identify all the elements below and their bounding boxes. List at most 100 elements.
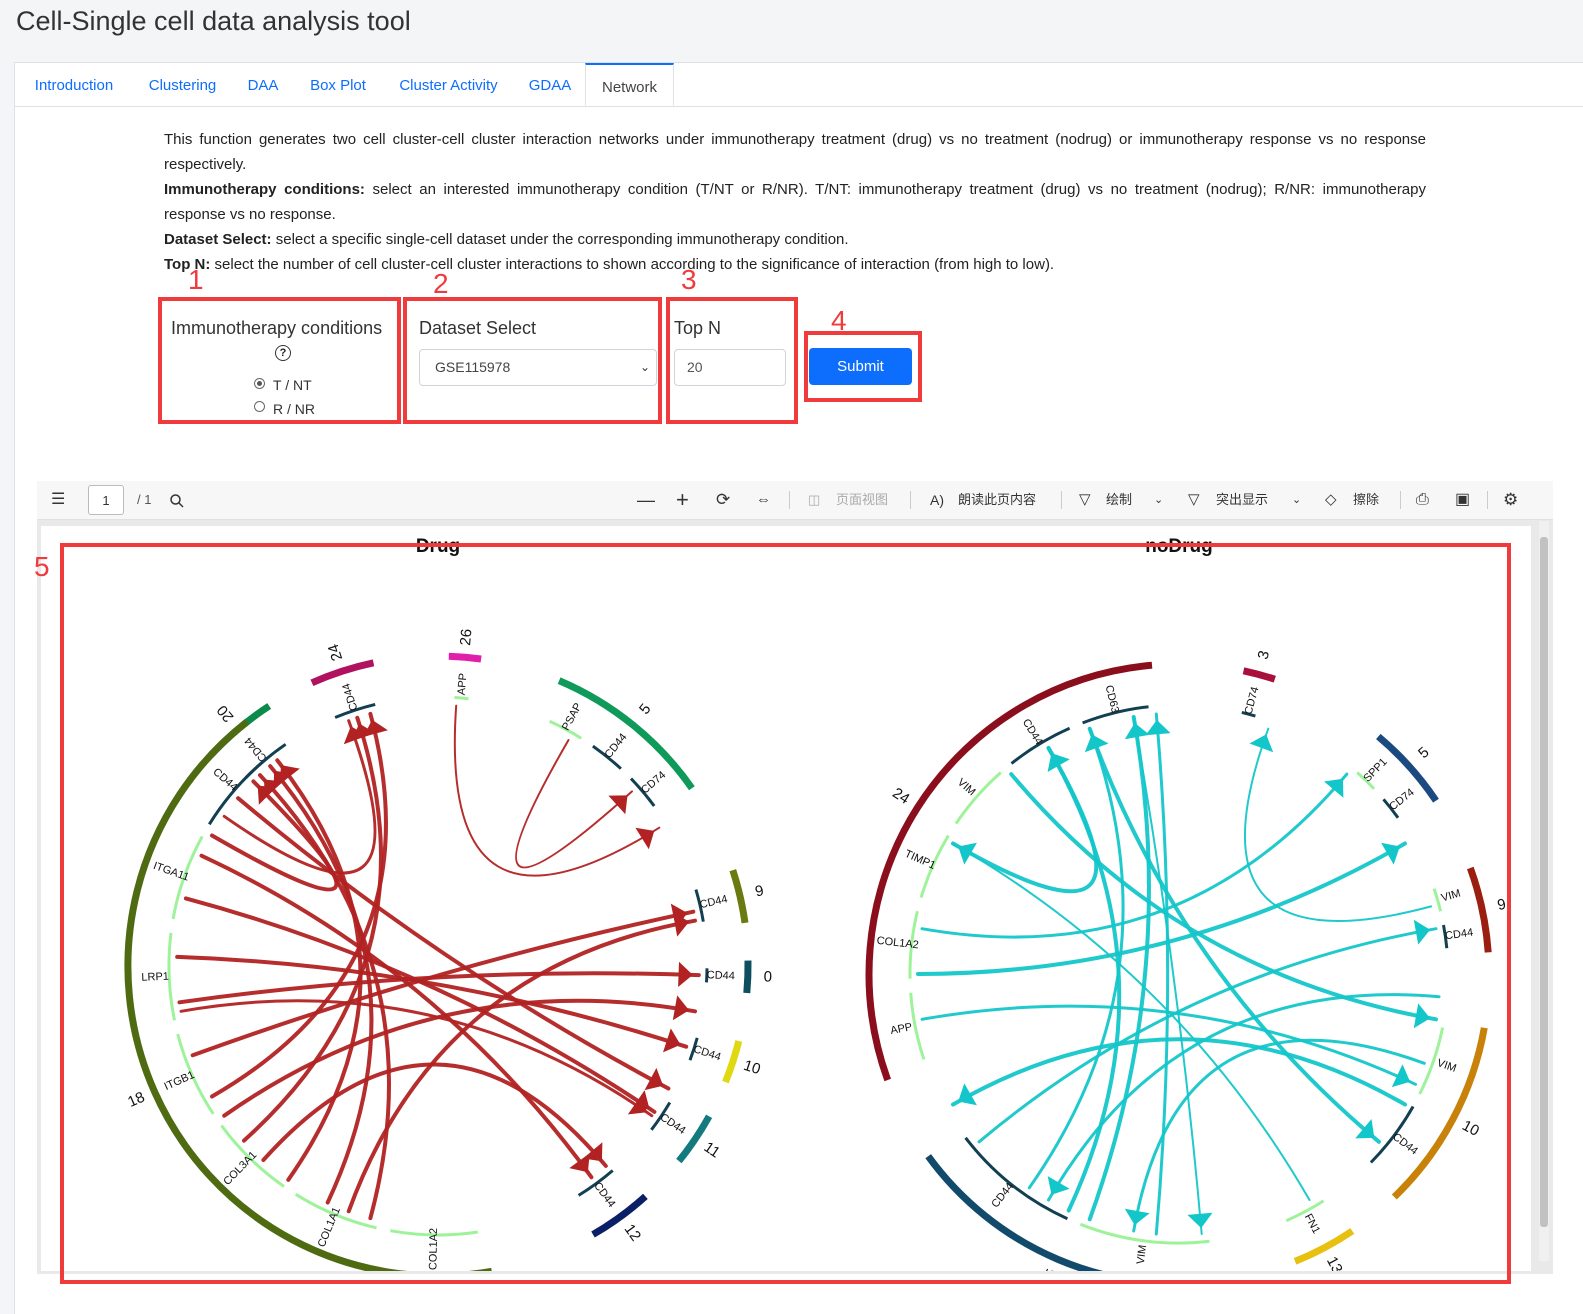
gene-arc (220, 1124, 285, 1188)
desc-dataset-text: select a specific single-cell dataset un… (271, 231, 849, 248)
tab-clustering[interactable]: Clustering (148, 77, 217, 94)
draw-button[interactable]: 绘制 (1106, 492, 1133, 507)
conditions-label: Immunotherapy conditions (171, 318, 383, 338)
desc-conditions: Immunotherapy conditions: select an inte… (164, 177, 1426, 227)
gene-arc (705, 968, 709, 983)
read-aloud-icon: A) (930, 492, 944, 508)
chord-arrowhead (1145, 720, 1171, 736)
page-total: / 1 (137, 492, 152, 507)
radio-r-nr-label[interactable]: R / NR (273, 401, 315, 417)
erase-button[interactable]: 擦除 (1353, 492, 1380, 507)
scrollbar[interactable] (1539, 521, 1549, 1261)
tab-daa[interactable]: DAA (247, 77, 279, 94)
toolbar-divider (789, 491, 790, 509)
cluster-label: 24 (325, 642, 346, 663)
gene-arc (964, 1136, 1069, 1221)
chord-arrowhead (627, 1093, 647, 1115)
annotation-box-1 (158, 297, 401, 424)
page-number-input[interactable]: 1 (88, 485, 124, 515)
page-view-button[interactable]: 页面视图 (836, 492, 889, 507)
gene-arc (592, 744, 622, 770)
gene-label: COL1A2 (427, 1228, 440, 1270)
tab-introduction[interactable]: Introduction (34, 77, 114, 94)
highlight-button[interactable]: 突出显示 (1216, 492, 1269, 507)
cluster-label: 9 (753, 882, 765, 900)
scrollbar-thumb[interactable] (1540, 537, 1548, 1227)
gene-arc (1010, 726, 1071, 765)
interaction-chord (236, 796, 671, 1091)
chord-arrowhead (1324, 778, 1344, 798)
dataset-label: Dataset Select (419, 318, 537, 338)
cluster-arc (722, 1040, 743, 1084)
interaction-chord (515, 739, 633, 869)
help-icon[interactable]: ? (275, 345, 291, 361)
chord-arrowhead (672, 911, 690, 937)
interaction-chord (1046, 746, 1122, 1213)
tab-gdaa[interactable]: GDAA (528, 77, 572, 94)
cluster-label: 0 (763, 968, 772, 985)
chord-arrowhead (1413, 1003, 1431, 1029)
topn-input[interactable]: 20 (674, 349, 786, 386)
app-title: Cell-Single cell data analysis tool (16, 6, 411, 36)
contents-icon[interactable]: ☰ (51, 491, 66, 508)
gene-arc (454, 696, 469, 701)
cluster-arc (1391, 1027, 1488, 1200)
cluster-arc (676, 1114, 713, 1164)
print-icon[interactable]: ⎙ (1416, 491, 1429, 508)
rotate-icon[interactable]: ⟳ (716, 490, 731, 509)
chord-arrowhead (1124, 722, 1150, 740)
interaction-chord (916, 841, 1407, 976)
zoom-in-icon[interactable]: + (676, 487, 689, 512)
highlight-icon: ▽ (1188, 491, 1200, 508)
chord-arrowhead (678, 961, 693, 987)
chord-arrowhead (1124, 1208, 1150, 1226)
gene-arc (334, 702, 376, 719)
dataset-select[interactable]: GSE115978 ⌄ (419, 349, 657, 386)
gene-arc (208, 757, 268, 826)
read-aloud-button[interactable]: 朗读此页内容 (958, 492, 1037, 507)
toolbar-divider (1400, 491, 1401, 509)
save-icon[interactable]: ▣ (1455, 491, 1471, 508)
chevron-down-icon[interactable]: ⌄ (1154, 494, 1164, 506)
annotation-box-3 (666, 297, 798, 424)
gene-arc (688, 1037, 699, 1061)
chord-arrowhead (635, 827, 655, 850)
tab-box-plot[interactable]: Box Plot (310, 77, 366, 94)
radio-t-nt-label[interactable]: T / NT (273, 377, 312, 393)
submit-button[interactable]: Submit (809, 348, 912, 385)
annotation-box-4 (804, 331, 922, 402)
chord-arrowhead (1413, 919, 1431, 945)
gene-arc (1382, 798, 1400, 819)
tab-cluster-activity[interactable]: Cluster Activity (399, 77, 498, 94)
tab-network[interactable]: Network (585, 63, 674, 106)
chevron-down-icon[interactable]: ⌄ (1292, 494, 1302, 506)
annotation-number-5: 5 (34, 551, 50, 582)
chord-arrowhead (1355, 1119, 1375, 1139)
cluster-label: 9 (1496, 896, 1508, 914)
toolbar-divider (1061, 491, 1062, 509)
gear-icon[interactable]: ⚙ (1503, 490, 1519, 509)
chord-arrowhead (1381, 842, 1400, 865)
gene-arc (1418, 1027, 1445, 1095)
gene-label: CD44 (1444, 927, 1474, 943)
zoom-out-icon[interactable]: — (637, 490, 655, 510)
gene-arc (176, 1033, 215, 1115)
interaction-chord (1154, 712, 1170, 1236)
gene-label: LRP1 (141, 971, 169, 984)
gene-arc (171, 835, 204, 920)
chord-arrowhead (1187, 1212, 1213, 1228)
radio-r-nr[interactable] (254, 401, 265, 412)
interaction-chord (453, 704, 661, 877)
interaction-chord (261, 1062, 608, 1168)
fit-page-icon[interactable]: ⇔ (756, 491, 771, 508)
radio-t-nt[interactable] (254, 378, 265, 389)
gene-arc (294, 1193, 377, 1230)
toolbar-divider (910, 491, 911, 509)
interaction-chord (1009, 772, 1438, 1022)
cluster-arc (743, 960, 752, 994)
gene-arc (1241, 710, 1256, 718)
search-icon[interactable] (169, 481, 185, 519)
gene-arc (919, 834, 950, 899)
chord-arrowhead (958, 842, 977, 865)
gene-label: CD44 (707, 969, 736, 982)
